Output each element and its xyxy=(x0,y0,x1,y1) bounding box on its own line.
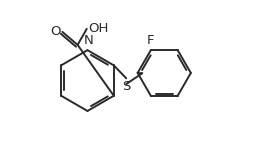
Text: N: N xyxy=(83,34,93,47)
Text: O: O xyxy=(50,25,60,38)
Text: F: F xyxy=(146,34,154,47)
Text: OH: OH xyxy=(88,22,108,35)
Text: S: S xyxy=(122,80,130,93)
